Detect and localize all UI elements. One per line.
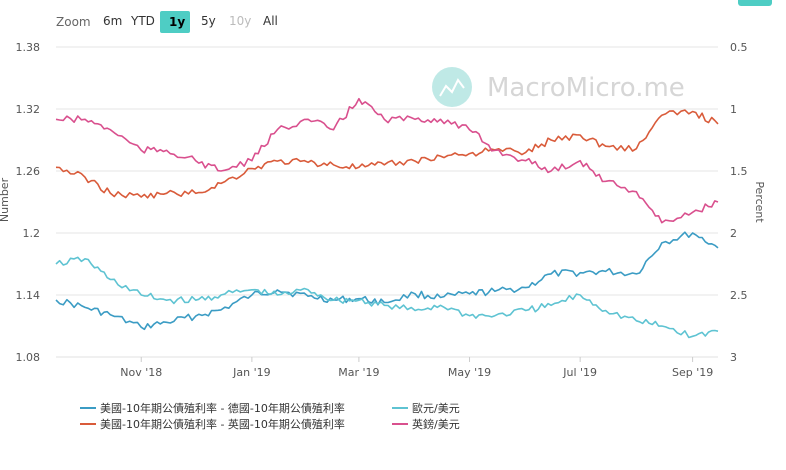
right-tick: 0.5	[730, 41, 748, 54]
left-tick: 1.2	[23, 227, 41, 240]
range-button-all[interactable]: All	[263, 14, 278, 28]
right-tick: 2	[730, 227, 737, 240]
watermark: MacroMicro.me	[432, 67, 685, 107]
range-button-6m[interactable]: 6m	[103, 14, 122, 28]
left-tick: 1.32	[16, 103, 41, 116]
x-tick-label: May '19	[448, 366, 491, 379]
x-axis: Nov '18 Jan '19 Mar '19 May '19 Jul '19 Sep '…	[120, 357, 713, 379]
series-line[interactable]	[55, 97, 719, 224]
watermark-text: MacroMicro.me	[487, 73, 685, 103]
range-selector: Zoom 6m YTD 1y 5y 10y All	[56, 11, 278, 33]
legend-item-spread-us-de[interactable]: 美國-10年期公債殖利率 - 德國-10年期公債殖利率	[80, 401, 345, 415]
range-button-1y[interactable]: 1y	[169, 15, 185, 29]
series-line[interactable]	[55, 109, 719, 199]
grid	[56, 46, 718, 358]
legend-label: 歐元/美元	[412, 401, 460, 415]
logo-icon	[432, 67, 472, 107]
zoom-label: Zoom	[56, 15, 91, 29]
left-tick: 1.14	[16, 289, 41, 302]
range-selected-highlight	[160, 11, 190, 33]
right-axis: 0.5 1 1.5 2 2.5 3 Percent	[730, 41, 766, 364]
right-tick: 1	[730, 103, 737, 116]
series-line[interactable]	[55, 231, 719, 331]
left-tick: 1.38	[16, 41, 41, 54]
series-layer	[55, 97, 719, 339]
legend-item-eurusd[interactable]: 歐元/美元	[392, 401, 460, 415]
right-tick: 1.5	[730, 165, 748, 178]
right-tick: 3	[730, 351, 737, 364]
x-tick-label: Jan '19	[232, 366, 270, 379]
legend-label: 美國-10年期公債殖利率 - 德國-10年期公債殖利率	[100, 401, 345, 415]
range-button-ytd[interactable]: YTD	[130, 14, 155, 28]
legend: 美國-10年期公債殖利率 - 德國-10年期公債殖利率 歐元/美元 美國-10年…	[80, 401, 460, 431]
left-axis: 1.38 1.32 1.26 1.2 1.14 1.08 Number	[0, 41, 40, 364]
legend-label: 英鎊/美元	[412, 417, 460, 431]
export-button[interactable]	[738, 0, 772, 6]
legend-item-gbpusd[interactable]: 英鎊/美元	[392, 417, 460, 431]
legend-label: 美國-10年期公債殖利率 - 英國-10年期公債殖利率	[100, 417, 345, 431]
x-tick-label: Jul '19	[562, 366, 597, 379]
x-tick-label: Sep '19	[672, 366, 713, 379]
range-button-10y: 10y	[229, 14, 251, 28]
range-button-5y[interactable]: 5y	[201, 14, 216, 28]
left-tick: 1.08	[16, 351, 41, 364]
right-tick: 2.5	[730, 289, 748, 302]
logo-chart-icon	[439, 78, 465, 97]
x-tick-label: Nov '18	[120, 366, 162, 379]
left-axis-title: Number	[0, 177, 11, 222]
left-tick: 1.26	[16, 165, 41, 178]
legend-item-spread-us-uk[interactable]: 美國-10年期公債殖利率 - 英國-10年期公債殖利率	[80, 417, 345, 431]
x-tick-label: Mar '19	[338, 366, 379, 379]
right-axis-title: Percent	[753, 181, 766, 223]
series-line[interactable]	[55, 256, 719, 339]
